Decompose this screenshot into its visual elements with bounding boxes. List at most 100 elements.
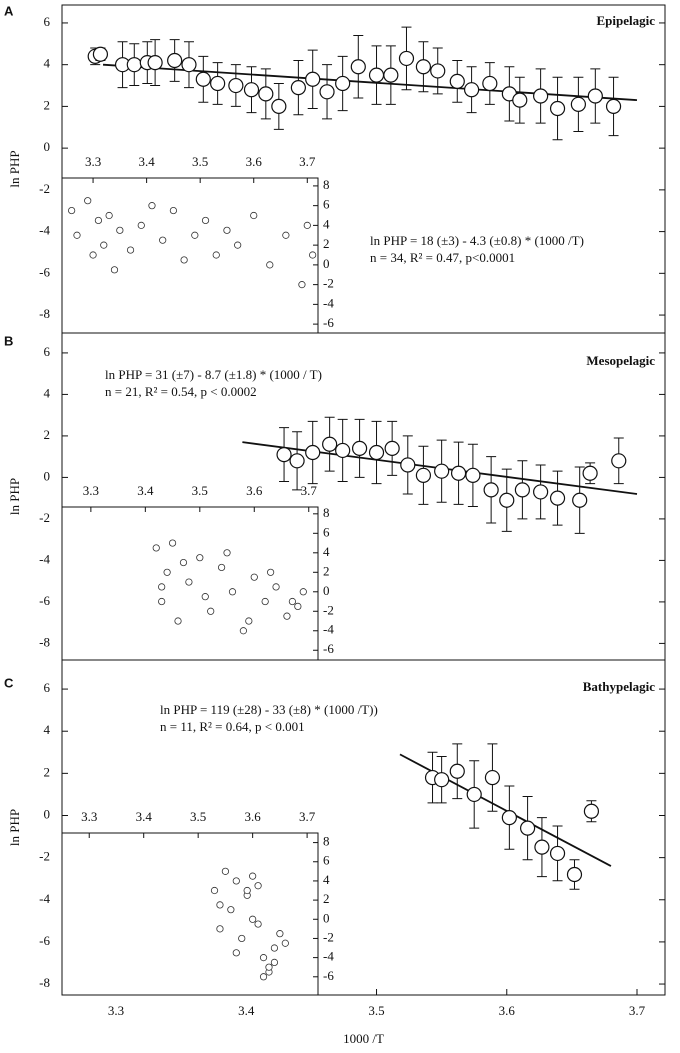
data-point: [501, 809, 517, 826]
inset-point: [234, 241, 242, 249]
x-tick-label: 3.4: [238, 1003, 255, 1018]
inset-x-tick-label: 3.6: [245, 809, 262, 824]
y-tick-label: 6: [44, 680, 51, 695]
y-tick-label: 6: [44, 14, 51, 29]
inset-point: [180, 256, 188, 264]
panel-title: Mesopelagic: [586, 353, 655, 368]
x-axis-label: 1000 /T: [343, 1031, 384, 1046]
data-point: [271, 98, 287, 115]
data-point: [400, 457, 416, 473]
data-point: [499, 492, 515, 508]
inset-point: [201, 593, 209, 601]
inset-point: [228, 588, 237, 596]
inset-point: [259, 954, 268, 962]
inset-x-tick-label: 3.3: [81, 809, 97, 824]
inset-x-tick-label: 3.5: [192, 483, 208, 498]
y-tick-label: 0: [44, 139, 51, 154]
inset-y-tick-label: 6: [323, 197, 330, 212]
y-tick-label: 4: [44, 385, 51, 400]
inset-point: [73, 231, 81, 239]
inset-x-tick-label: 3.3: [85, 154, 101, 169]
stats: n = 34, R² = 0.47, p<0.0001: [370, 250, 515, 265]
y-tick-label: -4: [39, 891, 50, 906]
data-point: [466, 786, 482, 803]
data-point: [449, 73, 465, 89]
stats: n = 21, R² = 0.54, p < 0.0002: [105, 384, 257, 399]
inset-point: [158, 597, 166, 606]
inset-x-tick-label: 3.7: [299, 154, 316, 169]
data-point: [583, 803, 600, 819]
data-point: [514, 482, 530, 498]
inset-point: [116, 226, 124, 234]
data-point: [243, 82, 260, 98]
panel-label: A: [4, 3, 14, 18]
inset-point: [283, 612, 291, 620]
inset-y-tick-label: 0: [323, 583, 330, 598]
inset-x-tick-label: 3.4: [138, 154, 155, 169]
inset-y-tick-label: -4: [323, 949, 334, 964]
inset-point: [299, 588, 307, 596]
y-tick-label: 4: [44, 722, 51, 737]
y-tick-label: -2: [39, 849, 50, 864]
inset-x-tick-label: 3.6: [246, 154, 263, 169]
data-point: [450, 465, 467, 481]
data-point: [335, 75, 351, 92]
inset-point: [159, 236, 167, 244]
fit-line: [102, 63, 638, 102]
data-point: [549, 100, 566, 117]
inset-point: [249, 872, 257, 880]
inset-y-tick-label: 2: [323, 236, 330, 251]
y-tick-label: -6: [39, 933, 50, 948]
y-axis-label: ln PHP: [7, 809, 22, 846]
data-point: [398, 50, 415, 67]
data-point: [368, 444, 385, 461]
inset-frame: [61, 832, 319, 996]
inset-y-tick-label: -2: [323, 929, 334, 944]
inset-point: [232, 877, 240, 885]
inset-point: [270, 958, 279, 967]
y-tick-label: -6: [39, 593, 50, 608]
inset-point: [223, 549, 231, 557]
inset-point: [174, 617, 182, 625]
inset-point: [196, 554, 204, 562]
inset-y-tick-label: 0: [323, 910, 330, 925]
data-point: [449, 763, 465, 779]
inset-point: [227, 906, 235, 914]
inset-y-tick-label: 8: [323, 505, 330, 520]
data-point: [434, 463, 450, 479]
data-point: [289, 453, 305, 469]
y-tick-label: 0: [44, 468, 51, 483]
inset-point: [281, 939, 289, 947]
data-point: [167, 52, 183, 69]
inset-point: [216, 925, 224, 933]
inset-point: [270, 944, 279, 952]
panel-label: C: [4, 675, 14, 690]
y-tick-label: 0: [44, 806, 51, 821]
data-point: [570, 96, 586, 112]
data-point: [519, 820, 536, 836]
inset-point: [68, 206, 76, 215]
data-point: [92, 46, 109, 62]
inset-point: [152, 544, 160, 552]
data-point: [512, 92, 528, 108]
inset-point: [168, 539, 177, 547]
data-point: [181, 57, 197, 73]
inset-point: [201, 216, 210, 225]
y-axis-label: ln PHP: [7, 150, 22, 187]
y-tick-label: -8: [39, 634, 50, 649]
inset-point: [265, 963, 273, 971]
y-axis-label: ln PHP: [7, 478, 22, 515]
inset-point: [243, 886, 251, 895]
inset-x-tick-label: 3.4: [137, 483, 154, 498]
data-point: [351, 440, 368, 456]
inset-y-tick-label: 6: [323, 853, 330, 868]
data-point: [566, 866, 583, 883]
data-point: [465, 467, 481, 483]
inset-point: [212, 251, 220, 259]
inset-x-tick-label: 3.7: [301, 483, 318, 498]
data-point: [305, 71, 321, 87]
data-point: [463, 82, 480, 98]
inset-point: [100, 241, 108, 249]
inset-point: [179, 558, 188, 567]
